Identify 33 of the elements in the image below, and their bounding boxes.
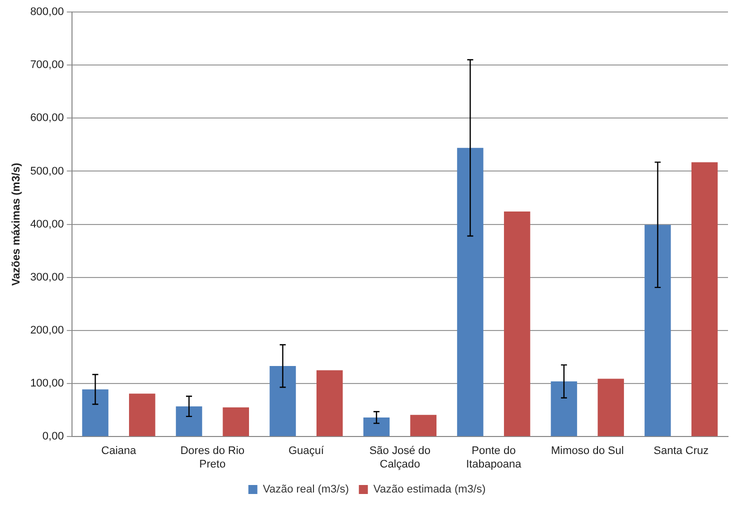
bar bbox=[363, 417, 390, 436]
bar bbox=[316, 370, 343, 436]
x-tick-label: São José do Calçado bbox=[369, 445, 430, 470]
x-tick-label: Guaçuí bbox=[288, 445, 325, 458]
bar bbox=[410, 414, 436, 436]
y-tick-label: 0,00 bbox=[42, 430, 64, 443]
bar bbox=[457, 148, 484, 436]
x-tick-label: Mimoso do Sul bbox=[551, 445, 624, 458]
x-tick-label: Dores do Rio Preto bbox=[180, 445, 245, 470]
legend-label: Vazão real (m3/s) bbox=[262, 484, 349, 496]
bar bbox=[644, 224, 671, 436]
y-tick-label: 500,00 bbox=[30, 165, 64, 178]
y-tick-label: 300,00 bbox=[30, 271, 64, 284]
legend-label: Vazão estimada (m3/s) bbox=[373, 484, 486, 496]
y-tick-label: 600,00 bbox=[30, 112, 64, 124]
y-tick-label: 800,00 bbox=[30, 6, 64, 18]
x-tick-label: Caiana bbox=[101, 445, 138, 458]
bar bbox=[598, 378, 624, 436]
bar bbox=[129, 394, 156, 436]
bar bbox=[176, 406, 202, 436]
y-axis-title: Vazões máximas (m3/s) bbox=[10, 162, 23, 286]
bar bbox=[270, 366, 296, 436]
y-tick-label: 400,00 bbox=[30, 218, 64, 230]
bar bbox=[691, 162, 718, 436]
bar bbox=[504, 212, 530, 436]
bar bbox=[82, 389, 108, 436]
x-tick-label: Santa Cruz bbox=[654, 445, 709, 458]
y-tick-label: 700,00 bbox=[30, 59, 64, 72]
bar bbox=[550, 381, 578, 436]
x-tick-label: Ponte do Itabapoana bbox=[466, 445, 522, 470]
bar bbox=[222, 407, 250, 436]
y-tick-label: 200,00 bbox=[30, 324, 64, 336]
y-tick-label: 100,00 bbox=[30, 378, 64, 390]
